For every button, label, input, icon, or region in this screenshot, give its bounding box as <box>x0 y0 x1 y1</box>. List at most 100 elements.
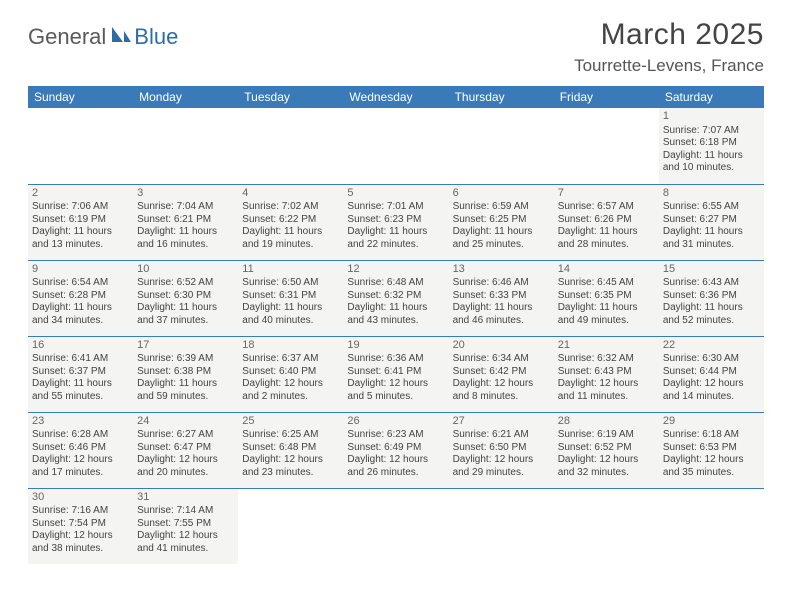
sunrise-text: Sunrise: 6:41 AM <box>32 353 129 366</box>
daylight-text: Daylight: 12 hours and 29 minutes. <box>453 454 550 479</box>
calendar-week: 9Sunrise: 6:54 AMSunset: 6:28 PMDaylight… <box>28 260 764 336</box>
daylight-text: Daylight: 12 hours and 26 minutes. <box>347 454 444 479</box>
calendar-day: 27Sunrise: 6:21 AMSunset: 6:50 PMDayligh… <box>449 412 554 488</box>
sunrise-text: Sunrise: 6:48 AM <box>347 277 444 290</box>
sunset-text: Sunset: 6:46 PM <box>32 442 129 455</box>
calendar-day: 19Sunrise: 6:36 AMSunset: 6:41 PMDayligh… <box>343 336 448 412</box>
calendar-day: 21Sunrise: 6:32 AMSunset: 6:43 PMDayligh… <box>554 336 659 412</box>
calendar-empty <box>343 488 448 564</box>
day-header: Monday <box>133 86 238 108</box>
calendar-empty <box>449 108 554 184</box>
day-number: 22 <box>663 339 760 353</box>
calendar-day: 16Sunrise: 6:41 AMSunset: 6:37 PMDayligh… <box>28 336 133 412</box>
day-number: 15 <box>663 263 760 277</box>
sunrise-text: Sunrise: 6:27 AM <box>137 429 234 442</box>
day-number: 16 <box>32 339 129 353</box>
daylight-text: Daylight: 12 hours and 41 minutes. <box>137 530 234 555</box>
sunrise-text: Sunrise: 6:50 AM <box>242 277 339 290</box>
day-header: Thursday <box>449 86 554 108</box>
location: Tourrette-Levens, France <box>574 56 764 76</box>
calendar-day: 7Sunrise: 6:57 AMSunset: 6:26 PMDaylight… <box>554 184 659 260</box>
calendar-week: 1Sunrise: 7:07 AMSunset: 6:18 PMDaylight… <box>28 108 764 184</box>
logo: General Blue <box>28 24 178 50</box>
sunrise-text: Sunrise: 6:21 AM <box>453 429 550 442</box>
day-number: 28 <box>558 415 655 429</box>
day-number: 3 <box>137 187 234 201</box>
day-number: 9 <box>32 263 129 277</box>
calendar-empty <box>238 488 343 564</box>
calendar-day: 6Sunrise: 6:59 AMSunset: 6:25 PMDaylight… <box>449 184 554 260</box>
day-header: Wednesday <box>343 86 448 108</box>
sunrise-text: Sunrise: 7:04 AM <box>137 201 234 214</box>
calendar-day: 13Sunrise: 6:46 AMSunset: 6:33 PMDayligh… <box>449 260 554 336</box>
sunset-text: Sunset: 6:27 PM <box>663 214 760 227</box>
day-number: 24 <box>137 415 234 429</box>
calendar-day: 17Sunrise: 6:39 AMSunset: 6:38 PMDayligh… <box>133 336 238 412</box>
day-number: 18 <box>242 339 339 353</box>
sunset-text: Sunset: 6:35 PM <box>558 290 655 303</box>
sunset-text: Sunset: 6:42 PM <box>453 366 550 379</box>
sunset-text: Sunset: 7:54 PM <box>32 518 129 531</box>
calendar-week: 16Sunrise: 6:41 AMSunset: 6:37 PMDayligh… <box>28 336 764 412</box>
day-number: 6 <box>453 187 550 201</box>
daylight-text: Daylight: 11 hours and 55 minutes. <box>32 378 129 403</box>
day-header-row: SundayMondayTuesdayWednesdayThursdayFrid… <box>28 86 764 108</box>
day-number: 11 <box>242 263 339 277</box>
calendar-day: 31Sunrise: 7:14 AMSunset: 7:55 PMDayligh… <box>133 488 238 564</box>
calendar-table: SundayMondayTuesdayWednesdayThursdayFrid… <box>28 86 764 564</box>
daylight-text: Daylight: 11 hours and 37 minutes. <box>137 302 234 327</box>
sunset-text: Sunset: 6:28 PM <box>32 290 129 303</box>
sunrise-text: Sunrise: 6:46 AM <box>453 277 550 290</box>
sunset-text: Sunset: 6:53 PM <box>663 442 760 455</box>
sunset-text: Sunset: 6:30 PM <box>137 290 234 303</box>
sunrise-text: Sunrise: 7:07 AM <box>663 125 760 138</box>
sunset-text: Sunset: 6:50 PM <box>453 442 550 455</box>
calendar-empty <box>554 108 659 184</box>
sunset-text: Sunset: 6:18 PM <box>663 137 760 150</box>
day-header: Sunday <box>28 86 133 108</box>
sunrise-text: Sunrise: 7:06 AM <box>32 201 129 214</box>
day-number: 29 <box>663 415 760 429</box>
sunset-text: Sunset: 6:37 PM <box>32 366 129 379</box>
calendar-week: 2Sunrise: 7:06 AMSunset: 6:19 PMDaylight… <box>28 184 764 260</box>
sunrise-text: Sunrise: 7:16 AM <box>32 505 129 518</box>
sunset-text: Sunset: 6:22 PM <box>242 214 339 227</box>
daylight-text: Daylight: 12 hours and 14 minutes. <box>663 378 760 403</box>
month-title: March 2025 <box>574 18 764 52</box>
sunset-text: Sunset: 6:33 PM <box>453 290 550 303</box>
calendar-empty <box>449 488 554 564</box>
daylight-text: Daylight: 12 hours and 17 minutes. <box>32 454 129 479</box>
sunrise-text: Sunrise: 6:19 AM <box>558 429 655 442</box>
day-header: Tuesday <box>238 86 343 108</box>
calendar-day: 12Sunrise: 6:48 AMSunset: 6:32 PMDayligh… <box>343 260 448 336</box>
sunset-text: Sunset: 6:52 PM <box>558 442 655 455</box>
header: General Blue March 2025 Tourrette-Levens… <box>28 18 764 76</box>
calendar-empty <box>133 108 238 184</box>
calendar-day: 20Sunrise: 6:34 AMSunset: 6:42 PMDayligh… <box>449 336 554 412</box>
day-number: 10 <box>137 263 234 277</box>
daylight-text: Daylight: 12 hours and 2 minutes. <box>242 378 339 403</box>
sunrise-text: Sunrise: 6:59 AM <box>453 201 550 214</box>
day-number: 31 <box>137 491 234 505</box>
sunrise-text: Sunrise: 6:37 AM <box>242 353 339 366</box>
day-number: 8 <box>663 187 760 201</box>
day-number: 12 <box>347 263 444 277</box>
daylight-text: Daylight: 12 hours and 5 minutes. <box>347 378 444 403</box>
day-number: 20 <box>453 339 550 353</box>
sunset-text: Sunset: 6:47 PM <box>137 442 234 455</box>
day-number: 23 <box>32 415 129 429</box>
sunrise-text: Sunrise: 6:55 AM <box>663 201 760 214</box>
daylight-text: Daylight: 11 hours and 13 minutes. <box>32 226 129 251</box>
sunrise-text: Sunrise: 7:14 AM <box>137 505 234 518</box>
sunset-text: Sunset: 6:44 PM <box>663 366 760 379</box>
logo-sail-icon <box>110 25 132 50</box>
day-number: 27 <box>453 415 550 429</box>
sunrise-text: Sunrise: 6:36 AM <box>347 353 444 366</box>
daylight-text: Daylight: 11 hours and 28 minutes. <box>558 226 655 251</box>
daylight-text: Daylight: 11 hours and 59 minutes. <box>137 378 234 403</box>
day-number: 26 <box>347 415 444 429</box>
calendar-day: 22Sunrise: 6:30 AMSunset: 6:44 PMDayligh… <box>659 336 764 412</box>
sunset-text: Sunset: 6:32 PM <box>347 290 444 303</box>
calendar-day: 14Sunrise: 6:45 AMSunset: 6:35 PMDayligh… <box>554 260 659 336</box>
sunset-text: Sunset: 6:25 PM <box>453 214 550 227</box>
